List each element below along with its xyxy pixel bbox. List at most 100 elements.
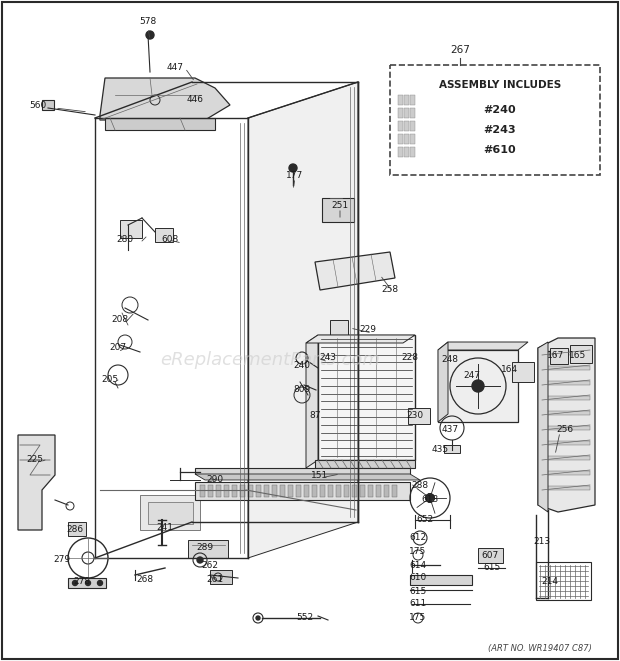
Text: 241: 241 — [156, 524, 174, 533]
Bar — [304, 485, 309, 497]
Bar — [200, 485, 205, 497]
Circle shape — [472, 380, 484, 392]
Text: 446: 446 — [187, 95, 203, 104]
Bar — [542, 351, 590, 355]
Bar — [68, 578, 106, 588]
Bar — [288, 485, 293, 497]
Bar — [410, 108, 415, 118]
Bar — [322, 198, 354, 222]
Text: 278: 278 — [73, 578, 91, 586]
Bar — [148, 502, 193, 524]
Bar — [376, 485, 381, 497]
Text: 248: 248 — [441, 356, 459, 364]
Text: 435: 435 — [432, 446, 448, 455]
Bar — [315, 460, 415, 468]
Bar — [328, 485, 333, 497]
Bar — [256, 485, 261, 497]
Circle shape — [73, 580, 78, 586]
Bar — [232, 485, 237, 497]
Bar — [398, 108, 403, 118]
Text: 288: 288 — [412, 481, 428, 490]
Bar — [542, 441, 590, 445]
Bar — [392, 485, 397, 497]
Text: 258: 258 — [381, 286, 399, 295]
Circle shape — [426, 494, 434, 502]
Bar — [410, 134, 415, 144]
Bar — [398, 147, 403, 157]
Bar — [272, 485, 277, 497]
Polygon shape — [315, 252, 395, 290]
Text: 207: 207 — [110, 344, 126, 352]
Circle shape — [197, 557, 203, 563]
Text: 289: 289 — [197, 543, 213, 553]
Text: #243: #243 — [484, 125, 516, 135]
Text: 286: 286 — [66, 525, 84, 535]
Bar — [140, 495, 200, 530]
Text: 267: 267 — [450, 45, 470, 55]
Bar — [542, 366, 590, 370]
Text: 262: 262 — [202, 561, 218, 570]
Text: 175: 175 — [409, 547, 427, 557]
Text: 268: 268 — [136, 576, 154, 584]
Bar — [390, 65, 600, 175]
Bar — [542, 411, 590, 415]
Bar — [542, 471, 590, 475]
Polygon shape — [18, 435, 55, 530]
Bar — [444, 445, 460, 453]
Bar — [404, 108, 409, 118]
Bar — [410, 575, 472, 585]
Bar — [360, 485, 365, 497]
Text: 652: 652 — [417, 516, 433, 524]
Bar — [320, 485, 325, 497]
Bar — [398, 121, 403, 131]
Bar — [410, 95, 415, 105]
Bar — [318, 335, 415, 460]
Text: 165: 165 — [569, 350, 587, 360]
Bar — [478, 548, 503, 563]
Bar — [155, 228, 173, 242]
Text: #610: #610 — [484, 145, 516, 155]
Bar — [404, 95, 409, 105]
Circle shape — [146, 31, 154, 39]
Bar — [336, 485, 341, 497]
Bar — [384, 485, 389, 497]
Circle shape — [426, 494, 434, 502]
Text: 229: 229 — [360, 325, 376, 334]
Text: 167: 167 — [547, 350, 565, 360]
Text: 437: 437 — [441, 426, 459, 434]
Bar — [410, 121, 415, 131]
Circle shape — [86, 580, 91, 586]
Bar — [398, 95, 403, 105]
Circle shape — [256, 616, 260, 620]
Text: 151: 151 — [311, 471, 329, 479]
Bar — [296, 485, 301, 497]
Bar — [438, 350, 518, 422]
Text: 87: 87 — [309, 410, 321, 420]
Bar — [542, 456, 590, 460]
Polygon shape — [306, 335, 415, 343]
Text: 205: 205 — [102, 375, 118, 385]
Text: 177: 177 — [286, 171, 304, 180]
Bar — [68, 522, 86, 536]
Bar — [512, 362, 534, 382]
Text: 611: 611 — [409, 600, 427, 609]
Bar — [344, 485, 349, 497]
Text: 608: 608 — [161, 235, 179, 245]
Text: 243: 243 — [319, 354, 337, 362]
Bar — [105, 118, 215, 130]
Bar — [404, 147, 409, 157]
Text: 256: 256 — [556, 426, 574, 434]
Text: 447: 447 — [167, 63, 184, 73]
Text: 230: 230 — [407, 410, 423, 420]
Text: 809: 809 — [293, 385, 311, 395]
Bar — [195, 468, 410, 474]
Text: 552: 552 — [296, 613, 314, 623]
Text: 615: 615 — [484, 563, 500, 572]
Bar — [312, 485, 317, 497]
Text: 228: 228 — [402, 354, 418, 362]
Bar — [570, 345, 592, 363]
Bar — [264, 485, 269, 497]
Text: 560: 560 — [29, 100, 46, 110]
Text: 607: 607 — [481, 551, 498, 559]
Bar — [542, 426, 590, 430]
